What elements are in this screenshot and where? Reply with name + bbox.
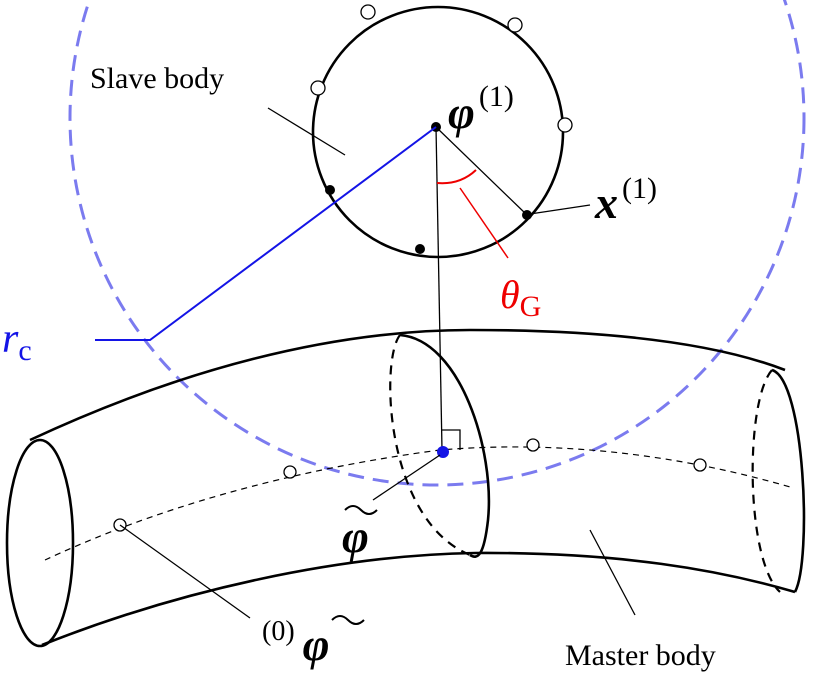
- angle-arc: [436, 169, 477, 185]
- slave-label: Slave body: [90, 62, 224, 95]
- tilde: [344, 505, 378, 515]
- right-angle: [442, 429, 461, 450]
- leaders: [119, 107, 636, 619]
- theta-label: θG: [500, 272, 541, 323]
- rc-label: rc: [2, 316, 32, 367]
- x1-label: x (1): [594, 172, 657, 228]
- projection-line: [435, 126, 443, 451]
- radius-line: [95, 126, 437, 341]
- master-body: [5, 328, 806, 648]
- phi-tilde-label: φ: [342, 511, 369, 562]
- angle-leader: [459, 187, 509, 259]
- master-label: Master body: [565, 639, 716, 672]
- slave-body: [310, 4, 573, 259]
- tilde: [331, 615, 365, 625]
- contact-radius: [68, 0, 806, 487]
- phi0-label: (0) φ: [262, 616, 330, 670]
- phi1-label: φ (1): [448, 80, 514, 138]
- gauss-line: [435, 126, 528, 216]
